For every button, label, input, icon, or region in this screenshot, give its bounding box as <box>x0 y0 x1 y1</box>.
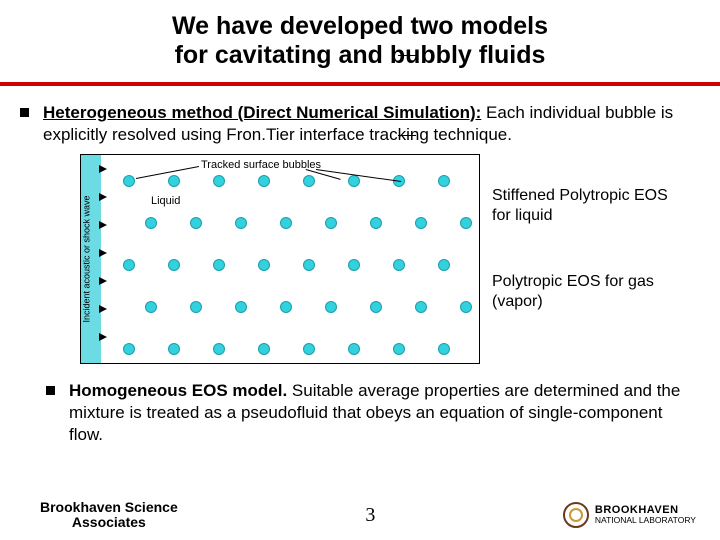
bubble <box>415 301 427 313</box>
bubble <box>123 343 135 355</box>
wave-arrow-icon <box>99 305 107 313</box>
bubble <box>303 343 315 355</box>
slide-footer: Brookhaven Science Associates 3 BROOKHAV… <box>0 490 720 540</box>
bubble <box>325 217 337 229</box>
square-bullet-icon <box>20 108 29 117</box>
bubble <box>393 259 405 271</box>
bubble-diagram: Incident acoustic or shock wave Tracked … <box>80 154 480 364</box>
eos-gas-label: Polytropic EOS for gas (vapor) <box>492 272 690 312</box>
bubble <box>460 301 472 313</box>
bubble <box>145 301 157 313</box>
bubble <box>303 175 315 187</box>
bubble <box>213 259 225 271</box>
bubble <box>325 301 337 313</box>
bubble <box>258 175 270 187</box>
brookhaven-logo: BROOKHAVEN NATIONAL LABORATORY <box>563 502 696 528</box>
bubble <box>348 175 360 187</box>
tracked-bubbles-label: Tracked surface bubbles <box>201 159 321 171</box>
bubble <box>213 343 225 355</box>
annotation-line <box>398 135 416 136</box>
title-line-2: for cavitating and bubbly fluids <box>175 41 546 69</box>
bubble <box>123 259 135 271</box>
bullet-homogeneous: Homogeneous EOS model. Suitable average … <box>0 380 720 446</box>
bubble <box>438 175 450 187</box>
bubble <box>370 301 382 313</box>
yaxis-label: Incident acoustic or shock wave <box>82 195 92 322</box>
bubble <box>168 259 180 271</box>
wave-arrow-icon <box>99 249 107 257</box>
wave-arrow-icon <box>99 333 107 341</box>
bubble <box>460 217 472 229</box>
bubble <box>280 217 292 229</box>
wave-arrow-icon <box>99 277 107 285</box>
bubble <box>370 217 382 229</box>
bubble <box>123 175 135 187</box>
wave-arrow-icon <box>99 221 107 229</box>
bubble <box>348 343 360 355</box>
footer-org: Brookhaven Science Associates <box>40 500 178 531</box>
annotation-line <box>398 55 416 56</box>
bubble <box>258 343 270 355</box>
annotation-line <box>136 166 199 179</box>
wave-arrow-icon <box>99 165 107 173</box>
bubble <box>438 259 450 271</box>
logo-ring-icon <box>563 502 589 528</box>
bubble <box>280 301 292 313</box>
eos-liquid-label: Stiffened Polytropic EOS for liquid <box>492 186 690 226</box>
wave-arrow-icon <box>99 193 107 201</box>
bubble <box>168 175 180 187</box>
bubble <box>213 175 225 187</box>
bubble <box>438 343 450 355</box>
title-line-1: We have developed two models <box>172 12 548 40</box>
bubble <box>348 259 360 271</box>
bubble <box>258 259 270 271</box>
bubble <box>168 343 180 355</box>
bubble <box>190 301 202 313</box>
bubble <box>393 343 405 355</box>
bullet-text: Heterogeneous method (Direct Numerical S… <box>43 102 690 146</box>
bubble <box>235 301 247 313</box>
liquid-label: Liquid <box>151 195 180 207</box>
bubble <box>235 217 247 229</box>
title-underline <box>0 82 720 86</box>
page-number: 3 <box>365 504 375 527</box>
slide-title: We have developed two models for cavitat… <box>0 0 720 78</box>
bubble <box>145 217 157 229</box>
bubble <box>415 217 427 229</box>
bubble <box>190 217 202 229</box>
bullet-heterogeneous: Heterogeneous method (Direct Numerical S… <box>20 102 690 146</box>
bullet-text: Homogeneous EOS model. Suitable average … <box>69 380 690 446</box>
bubble <box>303 259 315 271</box>
square-bullet-icon <box>46 386 55 395</box>
